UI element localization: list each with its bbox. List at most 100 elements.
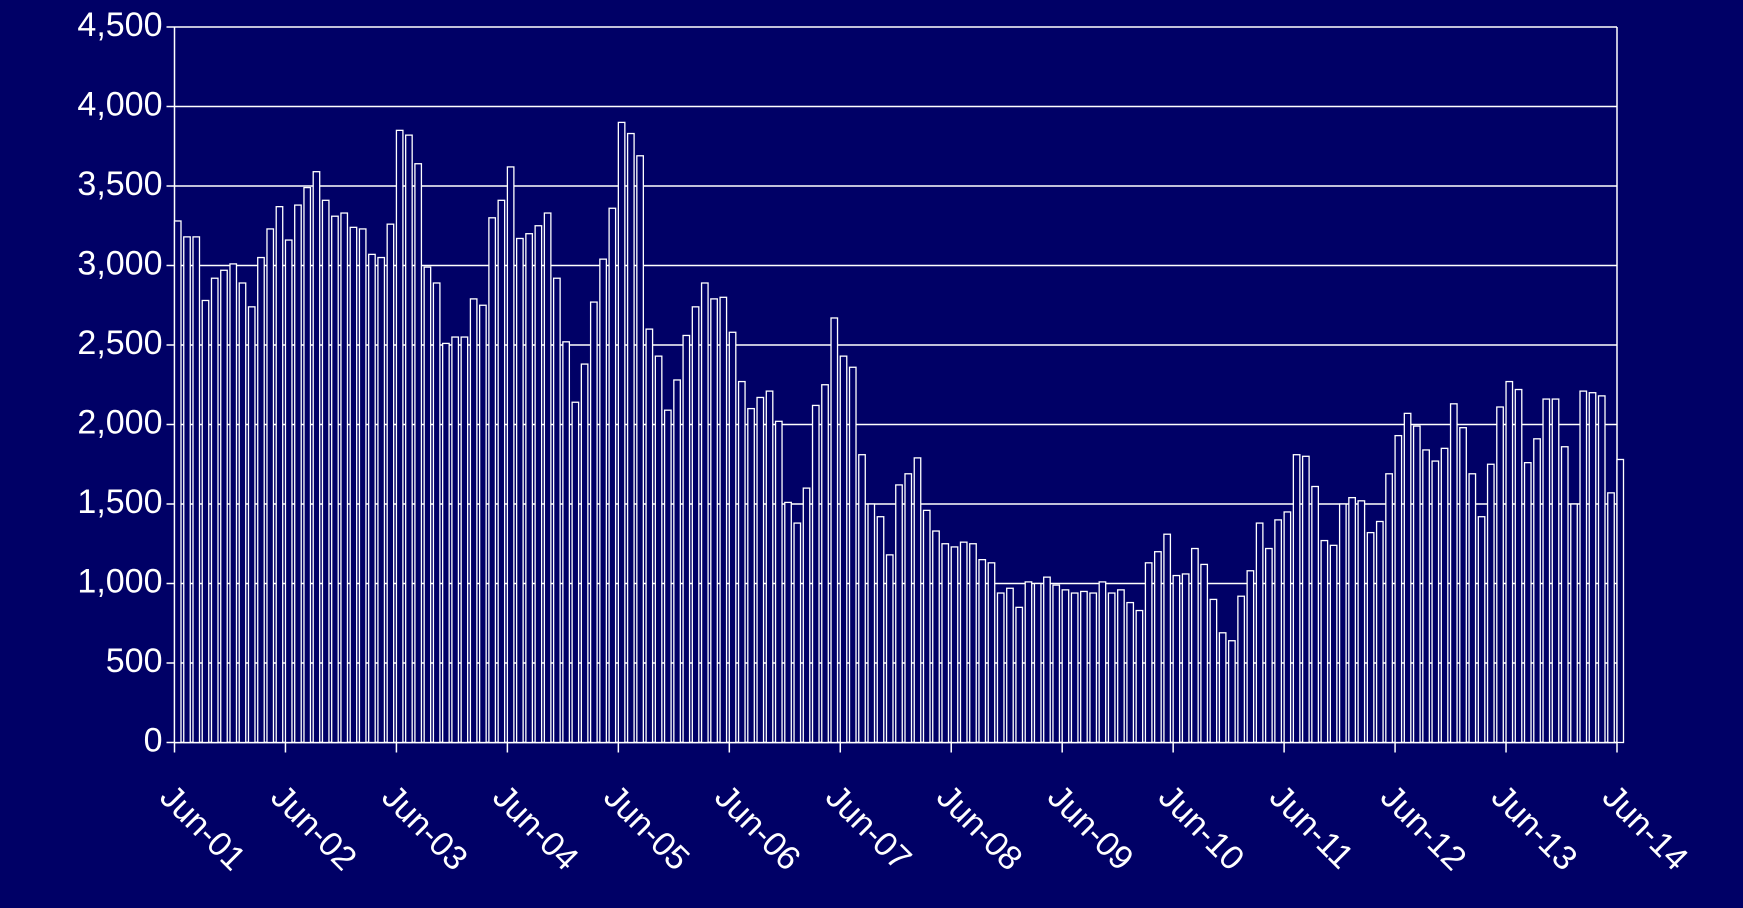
bar xyxy=(682,334,691,744)
bar xyxy=(1154,551,1162,744)
bar xyxy=(608,207,617,744)
bar xyxy=(858,454,866,744)
bar xyxy=(1144,562,1153,744)
bar xyxy=(673,379,681,744)
bar xyxy=(839,355,848,744)
x-tick-label: Jun-09 xyxy=(1040,778,1140,878)
bar xyxy=(1274,519,1283,744)
bar xyxy=(201,299,210,744)
y-tick-label: 1,000 xyxy=(77,562,162,600)
bar xyxy=(885,554,894,744)
x-tick-label: Jun-13 xyxy=(1484,778,1584,878)
bar xyxy=(1209,598,1218,744)
bar xyxy=(1607,492,1615,744)
bar xyxy=(229,263,238,744)
x-tick-label: Jun-11 xyxy=(1262,778,1361,877)
bar xyxy=(1218,632,1227,744)
x-tick-label: Jun-02 xyxy=(263,778,363,878)
bar xyxy=(1366,531,1375,744)
bar xyxy=(1190,547,1199,744)
bar xyxy=(1080,590,1088,744)
x-tick-label: Jun-08 xyxy=(929,778,1029,878)
bar xyxy=(756,396,765,744)
y-tick-label: 1,500 xyxy=(77,483,162,521)
bar xyxy=(442,342,450,744)
bar xyxy=(562,341,571,744)
bar xyxy=(1523,462,1532,744)
bar xyxy=(747,407,755,744)
x-tick-label: Jun-12 xyxy=(1373,778,1473,878)
x-tick-label: Jun-07 xyxy=(818,778,918,878)
bar xyxy=(1394,434,1403,744)
bar xyxy=(1542,398,1551,744)
bar xyxy=(294,204,302,744)
y-tick-label: 3,000 xyxy=(77,244,162,282)
bar xyxy=(266,228,275,744)
bar xyxy=(1043,576,1051,744)
bar xyxy=(1616,458,1625,744)
bar xyxy=(1533,438,1541,744)
y-tick-label: 2,000 xyxy=(77,403,162,441)
bar xyxy=(469,298,478,744)
bar xyxy=(895,484,903,744)
bar xyxy=(1264,547,1273,744)
bar xyxy=(183,236,191,744)
bar xyxy=(1135,609,1144,744)
bar xyxy=(1255,522,1264,744)
bar xyxy=(1292,454,1301,744)
bar xyxy=(978,559,987,744)
y-tick-label: 2,500 xyxy=(77,324,162,362)
bar xyxy=(1431,460,1440,744)
bar xyxy=(969,543,977,744)
bar xyxy=(867,503,876,744)
x-tick-label: Jun-06 xyxy=(707,778,807,878)
x-tick-label: Jun-10 xyxy=(1151,778,1251,878)
bar xyxy=(1320,539,1329,744)
bar xyxy=(922,509,931,744)
bar xyxy=(1117,589,1125,744)
bar xyxy=(636,155,644,744)
bar xyxy=(1477,516,1486,744)
bar xyxy=(192,236,201,744)
bar xyxy=(793,522,802,744)
bar xyxy=(1089,592,1098,744)
bar xyxy=(386,223,395,744)
bar xyxy=(543,212,552,744)
bar xyxy=(821,384,829,744)
bar xyxy=(1412,425,1421,744)
bar xyxy=(996,592,1005,744)
x-tick-label: Jun-05 xyxy=(596,778,696,878)
bar xyxy=(275,206,284,744)
bar xyxy=(1107,592,1116,744)
bar xyxy=(700,282,709,744)
bar xyxy=(515,237,524,744)
bar xyxy=(599,258,608,744)
bar xyxy=(710,298,718,744)
bar xyxy=(1385,473,1393,744)
bar xyxy=(848,366,857,744)
bar xyxy=(1403,412,1412,744)
bar xyxy=(784,501,792,744)
bar xyxy=(377,256,386,744)
bar xyxy=(368,253,376,744)
bar xyxy=(654,355,663,744)
bar xyxy=(247,306,256,744)
bar xyxy=(1505,380,1514,744)
bar xyxy=(1440,447,1449,744)
bar xyxy=(1375,520,1384,744)
bar xyxy=(1496,406,1504,744)
bar xyxy=(1570,503,1578,744)
bar xyxy=(1200,563,1209,744)
bar xyxy=(876,516,885,744)
bar xyxy=(238,282,247,744)
bar xyxy=(617,121,626,744)
bar xyxy=(580,363,589,744)
y-tick-label: 3,500 xyxy=(77,165,162,203)
bar xyxy=(1579,390,1588,744)
bar xyxy=(303,186,312,744)
bar xyxy=(423,266,432,744)
bar xyxy=(1597,395,1606,744)
bar xyxy=(552,277,561,744)
x-tick-label: Jun-03 xyxy=(374,778,474,878)
